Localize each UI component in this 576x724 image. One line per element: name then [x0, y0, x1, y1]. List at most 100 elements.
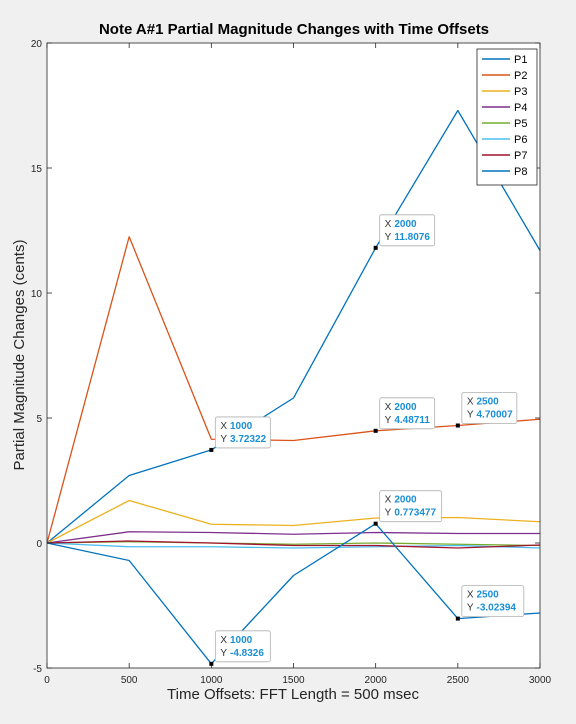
datatip-box [379, 397, 436, 430]
datatip-x-value: 2500 [477, 590, 500, 601]
datatip-y-key: Y [385, 415, 392, 426]
datatip-x-key: X [220, 635, 227, 646]
series-layer [46, 109, 541, 665]
x-tick-label: 1500 [282, 675, 305, 686]
legend-label-p3: P3 [514, 86, 527, 98]
plot-area [47, 43, 540, 668]
legend-label-p6: P6 [514, 134, 527, 146]
datatip-marker [373, 521, 378, 526]
legend[interactable]: P1 P2 P3 P4 P5 P6 P7 P8 [476, 48, 538, 186]
x-axis-label: Time Offsets: FFT Length = 500 msec [167, 686, 419, 703]
datatip-y-row: Y 11.8076 [385, 232, 431, 243]
x-tick-label: 1000 [200, 675, 223, 686]
datatip-x-value: 1000 [230, 635, 253, 646]
series-line-p3[interactable] [46, 499, 541, 544]
datatip-y-value: -4.8326 [230, 648, 264, 659]
datatip-y-row: Y 0.773477 [385, 508, 437, 519]
datatip-x-value: 2000 [394, 219, 417, 230]
datatip-y-key: Y [385, 508, 392, 519]
datatip-x-row: X 2000 [385, 219, 417, 230]
datatip-x-key: X [385, 402, 392, 413]
x-tick-label: 2500 [447, 675, 470, 686]
series-line-p4[interactable] [46, 531, 540, 544]
chart-title: Note A#1 Partial Magnitude Changes with … [99, 21, 489, 38]
legend-label-p2: P2 [514, 70, 527, 82]
datatip-x-row: X 2500 [467, 590, 499, 601]
datatip-marker [209, 661, 214, 666]
x-tick-label: 2000 [365, 675, 388, 686]
datatip-y-key: Y [467, 603, 474, 614]
y-axis-label: Partial Magnitude Changes (cents) [11, 240, 28, 471]
datatip-x-row: X 1000 [220, 635, 252, 646]
datatip-x-row: X 2000 [385, 402, 417, 413]
datatip-marker [373, 428, 378, 433]
datatip-x-row: X 2000 [385, 495, 417, 506]
datatip-y-row: Y -3.02394 [467, 603, 517, 614]
datatip-box [214, 416, 271, 449]
datatip-x-value: 2500 [477, 396, 500, 407]
series-line-p5[interactable] [46, 541, 541, 547]
x-tick-label: 3000 [529, 675, 552, 686]
datatip-box [461, 585, 525, 617]
datatip-marker [209, 447, 214, 452]
datatip-x-value: 2000 [394, 495, 417, 506]
y-tick-label: -5 [33, 664, 42, 675]
datatip-x-row: X 1000 [220, 421, 252, 432]
datatip-y-key: Y [385, 232, 392, 243]
y-tick-label: 0 [36, 539, 42, 550]
datatip-y-row: Y -4.8326 [220, 648, 264, 659]
datatip-y-key: Y [220, 434, 227, 445]
legend-label-p4: P4 [514, 102, 527, 114]
datatip-box [214, 630, 271, 663]
datatip-y-row: Y 3.72322 [220, 434, 266, 445]
y-tick-label: 10 [31, 289, 43, 300]
datatip-marker [455, 423, 460, 428]
datatip-x-row: X 2500 [467, 396, 499, 407]
datatip-x-key: X [220, 421, 227, 432]
legend-label-p8: P8 [514, 166, 527, 178]
series-line-p1[interactable] [46, 109, 541, 544]
series-line-p7[interactable] [46, 540, 541, 549]
datatip-x-key: X [467, 590, 474, 601]
x-tick-label: 0 [44, 675, 50, 686]
datatip-box [379, 214, 436, 247]
datatip-x-key: X [467, 396, 474, 407]
datatip-y-value: 3.72322 [230, 434, 267, 445]
datatip-marker [455, 616, 460, 621]
datatip-y-value: 11.8076 [394, 232, 430, 243]
legend-label-p5: P5 [514, 118, 527, 130]
datatip-y-row: Y 4.70007 [467, 409, 513, 420]
datatip-x-key: X [385, 219, 392, 230]
y-tick-label: 5 [36, 414, 42, 425]
datatip-y-row: Y 4.48711 [385, 415, 431, 426]
datatip-x-key: X [385, 495, 392, 506]
legend-label-p7: P7 [514, 150, 527, 162]
datatip-y-key: Y [220, 648, 227, 659]
datatip-box [379, 490, 443, 523]
datatip-x-value: 2000 [394, 402, 417, 413]
x-tick-label: 500 [121, 675, 138, 686]
datatip-y-value: -3.02394 [477, 603, 517, 614]
datatip-box [461, 392, 518, 424]
datatip-marker [373, 245, 378, 250]
series-line-p6[interactable] [46, 542, 541, 549]
datatip-y-key: Y [467, 409, 474, 420]
datatip-x-value: 1000 [230, 421, 253, 432]
datatip-y-value: 4.48711 [394, 415, 430, 426]
y-tick-label: 20 [31, 39, 43, 50]
datatip-y-value: 0.773477 [394, 508, 436, 519]
legend-box [476, 48, 538, 186]
legend-label-p1: P1 [514, 54, 527, 66]
y-tick-label: 15 [31, 164, 43, 175]
datatip-y-value: 4.70007 [477, 409, 514, 420]
